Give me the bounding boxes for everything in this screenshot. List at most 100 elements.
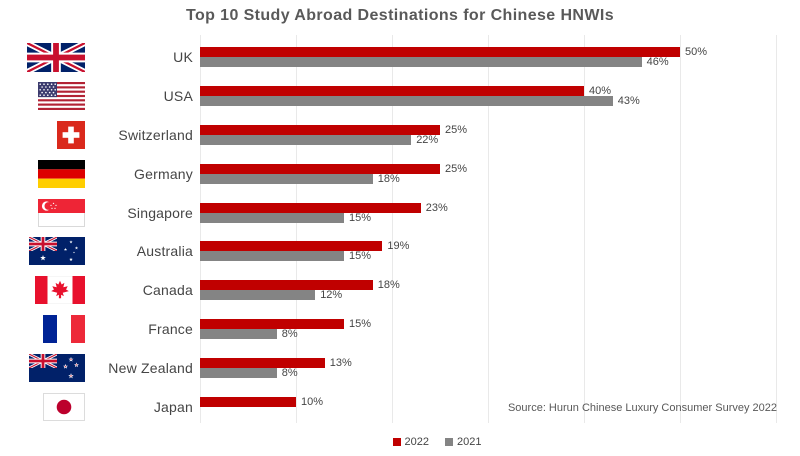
uk-flag-icon xyxy=(27,43,85,72)
chart-title: Top 10 Study Abroad Destinations for Chi… xyxy=(185,7,615,24)
bar-line-2021: 15% xyxy=(200,211,800,224)
chart-row: USA 40% 43% xyxy=(0,77,800,116)
bar-line-2022: 50% xyxy=(200,46,800,59)
bar-line-2021: 18% xyxy=(200,172,800,185)
bar-line-2021: 8% xyxy=(200,327,800,340)
chart-row: Singapore 23% 15% xyxy=(0,193,800,232)
bar-2022 xyxy=(200,357,325,368)
source-note: Source: Hurun Chinese Luxury Consumer Su… xyxy=(507,402,777,414)
flag-cell xyxy=(0,392,85,421)
value-label-2021: 8% xyxy=(281,327,298,340)
value-label-2021: 15% xyxy=(349,211,372,224)
plot-area: UK 50% 46% xyxy=(0,35,800,426)
category-label: France xyxy=(148,320,193,337)
bars: 19% 15% xyxy=(200,240,800,263)
flag-cell xyxy=(0,237,85,266)
chart-row: Switzerland 25% 22% xyxy=(0,116,800,155)
bars: 25% 22% xyxy=(200,123,800,146)
category-label: Canada xyxy=(142,282,193,299)
bar-line-2021: 15% xyxy=(200,250,800,263)
category-label: New Zealand xyxy=(108,359,193,376)
bar-line-2021: 12% xyxy=(200,290,800,301)
value-label-2021: 8% xyxy=(281,366,298,379)
flag-cell xyxy=(0,314,85,343)
bar-line-2022: 13% xyxy=(200,356,800,369)
bars: 23% 15% xyxy=(200,201,800,224)
category-label: Australia xyxy=(136,243,193,260)
bar-2021 xyxy=(200,212,344,223)
bar-line-2022: 15% xyxy=(200,317,800,330)
switzerland-flag-icon xyxy=(57,120,85,149)
bar-line-2021: 46% xyxy=(200,56,800,69)
bar-2021 xyxy=(200,290,316,301)
value-label-2022: 40% xyxy=(589,85,612,98)
bar-2022 xyxy=(200,163,440,174)
bars: 10% xyxy=(200,395,800,417)
legend-swatch-2021-icon xyxy=(445,438,453,446)
bar-line-2021: 8% xyxy=(200,366,800,379)
flag-cell xyxy=(0,353,85,382)
value-label-2022: 13% xyxy=(329,356,352,369)
bar-line-2022: 19% xyxy=(200,240,800,253)
bars: 25% 18% xyxy=(200,162,800,185)
bar-2022 xyxy=(200,47,680,58)
flag-cell xyxy=(0,82,85,111)
bar-2022 xyxy=(200,86,584,97)
japan-flag-icon xyxy=(43,392,85,421)
flag-cell xyxy=(0,276,85,305)
chart-row: France 15% 8% xyxy=(0,310,800,349)
bar-2021 xyxy=(200,251,344,262)
australia-flag-icon xyxy=(29,237,85,266)
value-label-2022: 23% xyxy=(425,201,448,214)
legend-label-2021: 2021 xyxy=(457,436,482,448)
category-label: USA xyxy=(163,88,193,105)
chart-row: Japan 10% xyxy=(0,387,800,426)
value-label-2021: 15% xyxy=(349,250,372,263)
category-label: Switzerland xyxy=(118,126,193,143)
bar-line-2022: 25% xyxy=(200,162,800,175)
singapore-flag-icon xyxy=(38,198,85,227)
bar-2022 xyxy=(200,318,344,329)
bar-2022 xyxy=(200,396,296,407)
flag-cell xyxy=(0,120,85,149)
legend-label-2022: 2022 xyxy=(404,436,429,448)
bar-line-2022: 23% xyxy=(200,201,800,214)
value-label-2021: 46% xyxy=(646,56,669,69)
category-label: Germany xyxy=(134,165,193,182)
bars: 40% 43% xyxy=(200,85,800,108)
legend: 2022 2021 xyxy=(37,436,800,448)
france-flag-icon xyxy=(43,314,85,343)
bars: 15% 8% xyxy=(200,317,800,340)
bar-line-2022: 10% xyxy=(200,395,800,408)
chart-row: Germany 25% 18% xyxy=(0,154,800,193)
bar-2021 xyxy=(200,134,412,145)
value-label-2021: 43% xyxy=(617,95,640,108)
bars: 18% 12% xyxy=(200,279,800,301)
value-label-2022: 19% xyxy=(387,240,410,253)
category-label: Singapore xyxy=(127,204,193,221)
value-label-2021: 22% xyxy=(416,133,439,146)
value-label-2022: 25% xyxy=(445,123,468,136)
bar-line-2022: 40% xyxy=(200,85,800,98)
value-label-2022: 10% xyxy=(301,395,324,408)
chart-row: Australia 19% 15% xyxy=(0,232,800,271)
chart-row: Canada 18% 12% xyxy=(0,271,800,310)
value-label-2022: 15% xyxy=(349,317,372,330)
flag-cell xyxy=(0,43,85,72)
value-label-2022: 18% xyxy=(377,279,400,292)
canada-flag-icon xyxy=(35,276,85,305)
bar-2022 xyxy=(200,124,440,135)
bar-2022 xyxy=(200,241,383,252)
value-label-2022: 50% xyxy=(685,46,708,59)
bar-2021 xyxy=(200,173,373,184)
germany-flag-icon xyxy=(38,159,85,188)
bars: 50% 46% xyxy=(200,46,800,69)
bar-2021 xyxy=(200,367,277,378)
bar-line-2022: 18% xyxy=(200,279,800,292)
value-label-2021: 18% xyxy=(377,172,400,185)
legend-item-2021: 2021 xyxy=(445,436,481,448)
chart-row: New Zealand 13% 8% xyxy=(0,348,800,387)
value-label-2022: 25% xyxy=(445,162,468,175)
chart-row: UK 50% 46% xyxy=(0,38,800,77)
bar-2021 xyxy=(200,57,642,68)
